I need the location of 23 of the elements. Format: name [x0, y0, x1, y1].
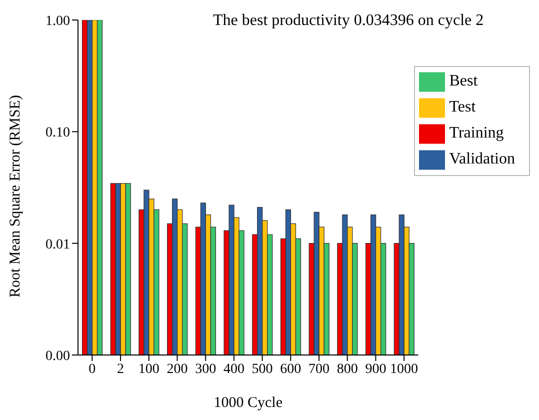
- x-tick-label: 500: [252, 362, 273, 377]
- x-tick-label: 0: [88, 362, 96, 377]
- chart-title: The best productivity 0.034396 on cycle 2: [213, 12, 484, 30]
- y-tick-label: 1.00: [46, 14, 70, 29]
- legend-label: Test: [449, 98, 476, 116]
- y-axis-title: Root Mean Square Error (RMSE): [7, 95, 24, 298]
- x-tick-label: 1000: [390, 362, 418, 377]
- x-tick-label: 100: [138, 362, 160, 377]
- y-tick-label: 0.00: [46, 348, 70, 364]
- x-tick-label: 700: [308, 362, 330, 377]
- y-tick-label: 0.01: [46, 237, 70, 252]
- legend-label: Validation: [449, 150, 515, 168]
- x-tick-label: 400: [223, 362, 244, 377]
- x-axis-title: 1000 Cycle: [214, 395, 283, 411]
- x-tick-label: 800: [336, 362, 358, 377]
- y-tick-label: 0.10: [46, 126, 70, 141]
- x-tick-label: 300: [195, 362, 216, 377]
- x-tick-label: 600: [280, 362, 302, 377]
- legend-label: Best: [449, 72, 478, 90]
- x-tick-label: 900: [365, 362, 386, 377]
- legend-label: Training: [449, 124, 504, 142]
- x-tick-label: 200: [166, 362, 188, 377]
- x-tick-label: 2: [117, 362, 124, 377]
